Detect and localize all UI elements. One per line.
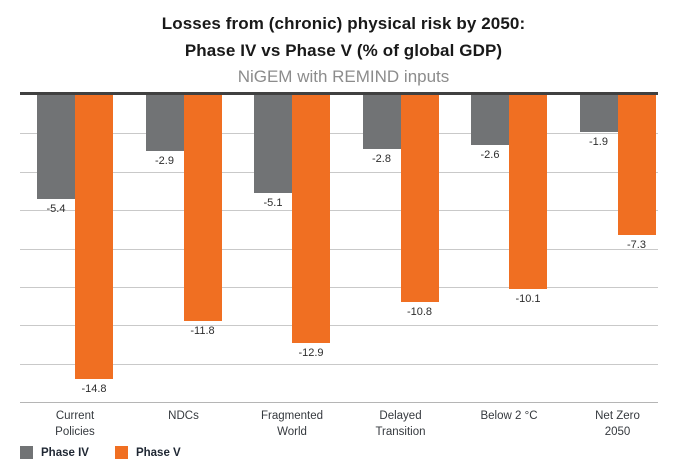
chart-title-line2: Phase IV vs Phase V (% of global GDP) xyxy=(184,41,503,60)
value-label: -11.8 xyxy=(190,325,215,338)
legend-label-phase-iv: Phase IV xyxy=(41,446,89,459)
plot-area: -5.4 -14.8 -2.9 -11.8 -5.1 -12.9 -2.8 -10.8 -2.6… xyxy=(20,92,658,403)
bar-phase-iv xyxy=(362,95,401,149)
value-label: -10.8 xyxy=(406,306,433,319)
value-label: -2.8 xyxy=(372,152,391,165)
bar-phase-v xyxy=(617,95,656,236)
category-label: NDCs xyxy=(168,410,199,422)
x-axis-labels: Current Policies NDCs Fragmented World Delaye… xyxy=(20,409,658,443)
bar-phase-iv xyxy=(145,95,184,151)
gridline xyxy=(20,210,658,212)
value-label: -7.3 xyxy=(627,239,646,252)
value-label: -12.9 xyxy=(298,346,324,359)
value-label: -5.4 xyxy=(46,202,66,215)
zero-axis-line xyxy=(20,92,658,95)
bar-phase-iv xyxy=(37,95,75,199)
value-label: -2.6 xyxy=(480,148,500,161)
phase-v-swatch xyxy=(114,446,128,459)
legend-label-phase-v: Phase V xyxy=(135,446,181,459)
bar-phase-v xyxy=(292,95,330,343)
category-label: Net Zero 2050 xyxy=(595,410,640,438)
value-label: -5.1 xyxy=(263,196,283,209)
category-label: Fragmented World xyxy=(260,410,323,438)
phase-iv-swatch xyxy=(20,446,33,459)
gridline xyxy=(20,171,658,173)
bar-phase-v xyxy=(509,95,547,289)
value-label: -10.1 xyxy=(515,292,541,305)
bar-phase-v xyxy=(183,95,222,322)
bar-phase-iv xyxy=(471,95,509,145)
bar-phase-iv xyxy=(579,95,618,132)
category-label: Below 2 °C xyxy=(480,410,538,422)
category-label: Current Policies xyxy=(55,410,95,438)
bar-phase-v xyxy=(400,95,439,303)
chart-subtitle: NiGEM with REMIND inputs xyxy=(237,67,450,86)
gridline xyxy=(20,248,658,250)
value-label: -2.9 xyxy=(155,154,174,167)
gridline xyxy=(20,363,658,365)
bar-phase-v xyxy=(75,95,113,379)
category-label: Delayed Transition xyxy=(375,410,426,438)
gridline xyxy=(20,133,658,135)
value-label: -1.9 xyxy=(589,135,608,148)
gridline xyxy=(20,286,658,288)
chart-title-line1: Losses from (chronic) physical risk by 2… xyxy=(161,14,526,33)
bar-phase-iv xyxy=(254,95,292,193)
value-label: -14.8 xyxy=(81,383,107,395)
legend-item-phase-iv: Phase IV xyxy=(20,446,89,459)
gridline xyxy=(20,325,658,327)
legend: Phase IV Phase V xyxy=(20,446,181,459)
legend-item-phase-v: Phase V xyxy=(114,446,181,459)
